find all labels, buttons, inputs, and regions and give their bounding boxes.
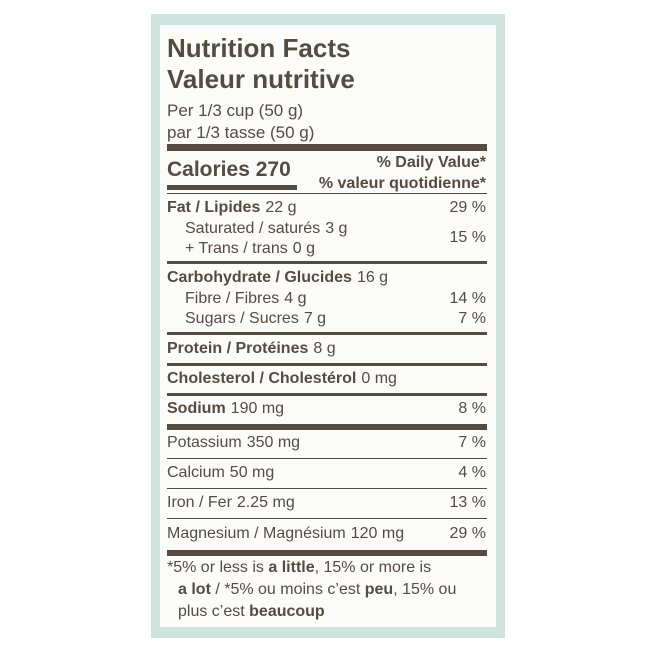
calories-rule	[167, 185, 297, 190]
daily-value: 14 %	[449, 290, 486, 307]
title-en: Nutrition Facts	[167, 33, 351, 63]
nutrient-amount: 3 g	[325, 220, 348, 237]
nutrient-name: Calcium	[167, 464, 225, 481]
nutrient-amount: 22 g	[265, 199, 297, 216]
thick-rule	[167, 144, 487, 151]
nutrient-row: Carbohydrate / Glucides 16 g	[167, 270, 388, 286]
nutrient-amount: 16 g	[356, 269, 389, 286]
thin-rule	[167, 193, 487, 194]
nutrient-name: Cholesterol / Cholestérol	[167, 370, 357, 387]
footnote-text: a lot	[178, 581, 211, 598]
nutrient-row: Potassium 350 mg	[167, 435, 300, 451]
nutrient-amount: 2.25 mg	[236, 494, 295, 511]
nutrient-row: Saturated / saturés 3 g	[185, 221, 347, 237]
daily-value: 29 %	[449, 199, 486, 216]
footnote-text: , 15% or more is	[314, 559, 432, 576]
rule	[167, 393, 487, 396]
nutrient-name: Potassium	[167, 434, 242, 451]
daily-value: 13 %	[449, 494, 486, 511]
nutrient-row: Magnesium / Magnésium 120 mg	[167, 526, 404, 542]
dv-heading-fr: % valeur quotidienne*	[318, 175, 486, 192]
nutrient-amount: 4 g	[284, 290, 307, 307]
serving-en: Per 1/3 cup (50 g)	[167, 101, 304, 120]
nutrient-amount: 7 g	[303, 310, 327, 327]
nutrient-name: Fibre / Fibres	[185, 290, 280, 307]
nutrient-row: Iron / Fer 2.25 mg	[167, 495, 295, 511]
label-panel	[160, 25, 496, 627]
nutrient-name: Carbohydrate / Glucides	[167, 269, 352, 286]
daily-value: 15 %	[449, 229, 486, 246]
daily-value: 8 %	[458, 400, 486, 417]
daily-value: 4 %	[458, 464, 486, 481]
nutrient-row: Fat / Lipides 22 g	[167, 200, 296, 216]
nutrient-amount: 8 g	[313, 340, 336, 357]
nutrient-name: + Trans / trans	[185, 240, 288, 257]
nutrient-row: Fibre / Fibres 4 g	[185, 291, 307, 307]
thick-rule	[167, 424, 487, 430]
nutrient-name: Saturated / saturés	[185, 220, 321, 237]
footnote-text: beaucoup	[249, 603, 325, 620]
thin-rule	[167, 518, 487, 519]
nutrient-name: Fat / Lipides	[167, 199, 261, 216]
footnote-text: peu	[364, 581, 394, 598]
serving-fr: par 1/3 tasse (50 g)	[167, 123, 315, 142]
nutrient-row: Sugars / Sucres 7 g	[185, 311, 326, 327]
nutrient-name: Sodium	[167, 400, 226, 417]
footnote-text: / *5% ou moins c’est	[210, 581, 365, 598]
rule	[167, 332, 487, 335]
daily-value: 29 %	[449, 525, 486, 542]
nutrient-row: Protein / Protéines 8 g	[167, 341, 336, 357]
thin-rule	[167, 488, 487, 489]
footnote-line: plus c’est beaucoup	[178, 604, 325, 620]
nutrient-amount: 0 g	[292, 240, 315, 257]
rule	[167, 363, 487, 366]
rule	[167, 261, 487, 264]
nutrient-name: Magnesium / Magnésium	[167, 525, 346, 542]
footnote-text: a little	[268, 559, 315, 576]
nutrient-amount: 50 mg	[229, 464, 275, 481]
nutrient-name: Iron / Fer	[167, 494, 232, 511]
nutrient-amount: 120 mg	[350, 525, 405, 542]
thin-rule	[167, 458, 487, 459]
title-fr: Valeur nutritive	[167, 64, 355, 94]
nutrient-amount: 0 mg	[361, 370, 397, 387]
nutrient-row: Sodium 190 mg	[167, 401, 284, 417]
thick-rule	[167, 550, 487, 556]
nutrient-amount: 350 mg	[246, 434, 301, 451]
footnote-line: a lot / *5% ou moins c’est peu, 15% ou	[178, 582, 456, 598]
nutrient-name: Sugars / Sucres	[185, 310, 299, 327]
nutrient-name: Protein / Protéines	[167, 340, 309, 357]
daily-value: 7 %	[458, 310, 486, 327]
footnote-text: *5% or less is	[167, 559, 269, 576]
nutrient-amount: 190 mg	[230, 400, 285, 417]
nutrient-row: Cholesterol / Cholestérol 0 mg	[167, 371, 397, 387]
daily-value: 7 %	[458, 434, 486, 451]
footnote-line: *5% or less is a little, 15% or more is	[167, 560, 431, 576]
footnote-text: plus c’est	[178, 603, 250, 620]
nutrient-row: Calcium 50 mg	[167, 465, 274, 481]
footnote-text: , 15% ou	[393, 581, 457, 598]
calories: Calories 270	[167, 158, 291, 181]
nutrient-row: + Trans / trans 0 g	[185, 241, 315, 257]
dv-heading-en: % Daily Value*	[376, 154, 486, 171]
